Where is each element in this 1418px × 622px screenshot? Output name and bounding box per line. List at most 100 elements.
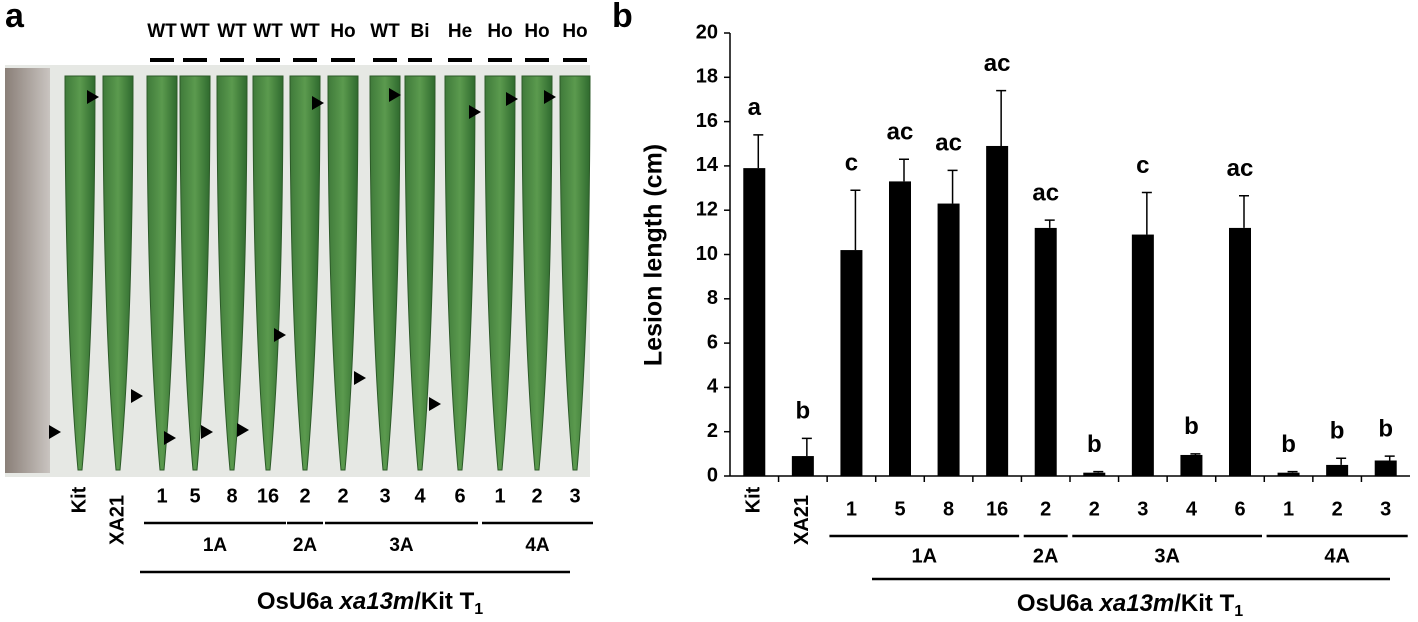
genotype-label: Ho [330, 21, 355, 42]
genotype-label: He [448, 21, 472, 42]
bar [889, 181, 911, 476]
bar [1229, 227, 1251, 476]
error-bar [1239, 195, 1249, 228]
line-label: 5 [189, 485, 200, 507]
bar [743, 168, 766, 477]
error-bar [996, 89, 1007, 146]
y-tick-label: 18 [696, 66, 718, 88]
arrowhead [49, 425, 61, 439]
significance-letter: b [1087, 431, 1102, 458]
leaf [289, 75, 321, 471]
leaf [404, 75, 436, 471]
bar [1083, 472, 1106, 476]
leaf [369, 75, 401, 471]
footer-part: /Kit T [1174, 590, 1234, 617]
line-label: Kit [68, 486, 90, 513]
line-label: 8 [226, 485, 237, 507]
footer-part: /Kit T [414, 588, 474, 615]
x-tick-label: 4 [1186, 498, 1198, 520]
arrowhead [506, 92, 518, 106]
x-tick-label: 1 [846, 498, 857, 520]
line-label: 6 [454, 485, 465, 507]
genotype-label: Ho [562, 21, 587, 42]
error-bar [1141, 191, 1152, 235]
arrowhead [469, 105, 481, 119]
x-tick-label: 16 [986, 498, 1008, 520]
leaf [521, 75, 553, 471]
leaf [327, 75, 359, 471]
line-label: 3 [569, 485, 580, 507]
genotype-label: WT [147, 21, 177, 42]
genotype-label: Ho [524, 21, 549, 42]
group-label: 1A [203, 535, 228, 556]
error-bar [1190, 453, 1201, 455]
genotype-label: WT [290, 21, 320, 42]
y-tick-label: 8 [707, 287, 718, 309]
x-tick-label: Kit [743, 486, 765, 513]
significance-letter: ac [887, 119, 914, 146]
group-label: 2A [293, 535, 318, 556]
x-tick-label: 5 [894, 498, 905, 520]
group-label: 3A [1154, 545, 1180, 567]
bar [986, 145, 1009, 476]
leaf [484, 75, 516, 471]
leaf [252, 75, 284, 471]
y-tick-label: 12 [696, 198, 718, 220]
footer-part: OsU6a [1017, 590, 1100, 617]
line-label: XA21 [106, 495, 128, 545]
footer: OsU6a xa13m/Kit T1 [257, 588, 483, 618]
x-tick-label: XA21 [791, 495, 813, 545]
error-bar [899, 158, 909, 182]
panel-label: a [5, 0, 25, 35]
footer: OsU6a xa13m/Kit T1 [1017, 590, 1243, 620]
error-bar [1287, 470, 1298, 473]
genotype-label: WT [253, 21, 283, 42]
leaf [559, 75, 591, 471]
arrowhead [312, 96, 324, 110]
group-label: 4A [525, 535, 550, 556]
arrowhead [544, 90, 556, 104]
x-tick-label: 2 [1040, 498, 1051, 520]
significance-letter: b [1184, 413, 1199, 440]
leaf [444, 75, 476, 471]
line-label: 3 [379, 485, 390, 507]
arrowhead [87, 90, 99, 104]
footer-part: xa13m [338, 588, 415, 615]
group-label: 1A [911, 545, 937, 567]
arrowhead [201, 425, 213, 439]
bar [1374, 460, 1397, 476]
bar [1326, 464, 1349, 476]
x-tick-label: 2 [1089, 498, 1100, 520]
arrowhead [131, 389, 143, 403]
error-bar [947, 169, 958, 204]
line-label: 1 [494, 485, 505, 507]
x-tick-label: 8 [943, 498, 954, 520]
error-bar [1044, 219, 1055, 228]
bar [1277, 472, 1300, 476]
leaf [146, 75, 178, 471]
bar [1131, 234, 1154, 476]
error-bar [801, 437, 812, 457]
significance-letter: ac [1032, 180, 1059, 207]
bar [1034, 227, 1057, 476]
bar [1180, 454, 1203, 476]
group-label: 4A [1324, 545, 1350, 567]
ruler [5, 68, 50, 473]
significance-letter: ac [984, 50, 1011, 77]
x-tick-label: 6 [1234, 498, 1245, 520]
leaf [216, 75, 248, 471]
y-tick-label: 20 [696, 21, 718, 43]
error-bar [1384, 455, 1395, 461]
bar [937, 203, 960, 476]
y-tick-label: 2 [707, 420, 718, 442]
x-tick-label: 3 [1137, 498, 1148, 520]
y-axis-label: Lesion length (cm) [640, 144, 668, 366]
line-label: 4 [414, 485, 426, 507]
y-tick-label: 0 [707, 464, 718, 486]
leaf [179, 75, 211, 471]
error-bar [850, 189, 861, 251]
bar [840, 250, 863, 476]
significance-letter: a [748, 94, 762, 121]
significance-letter: b [1378, 415, 1393, 442]
